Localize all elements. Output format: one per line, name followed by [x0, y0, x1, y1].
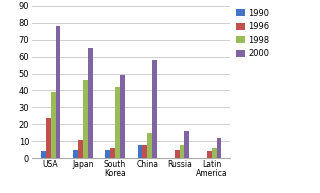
- Bar: [105, 150, 110, 158]
- Bar: [152, 60, 157, 158]
- Bar: [88, 48, 92, 158]
- Bar: [180, 145, 184, 158]
- Bar: [184, 131, 189, 158]
- Bar: [83, 80, 88, 158]
- Bar: [217, 138, 221, 158]
- Bar: [110, 148, 115, 158]
- Bar: [78, 140, 83, 158]
- Bar: [115, 87, 120, 158]
- Bar: [46, 118, 51, 158]
- Legend: 1990, 1996, 1998, 2000: 1990, 1996, 1998, 2000: [235, 7, 271, 60]
- Bar: [120, 75, 125, 158]
- Bar: [207, 152, 212, 158]
- Bar: [175, 150, 180, 158]
- Bar: [142, 145, 147, 158]
- Bar: [41, 152, 46, 158]
- Bar: [138, 145, 142, 158]
- Bar: [147, 133, 152, 158]
- Bar: [51, 92, 55, 158]
- Bar: [212, 148, 217, 158]
- Bar: [55, 26, 60, 158]
- Bar: [73, 150, 78, 158]
